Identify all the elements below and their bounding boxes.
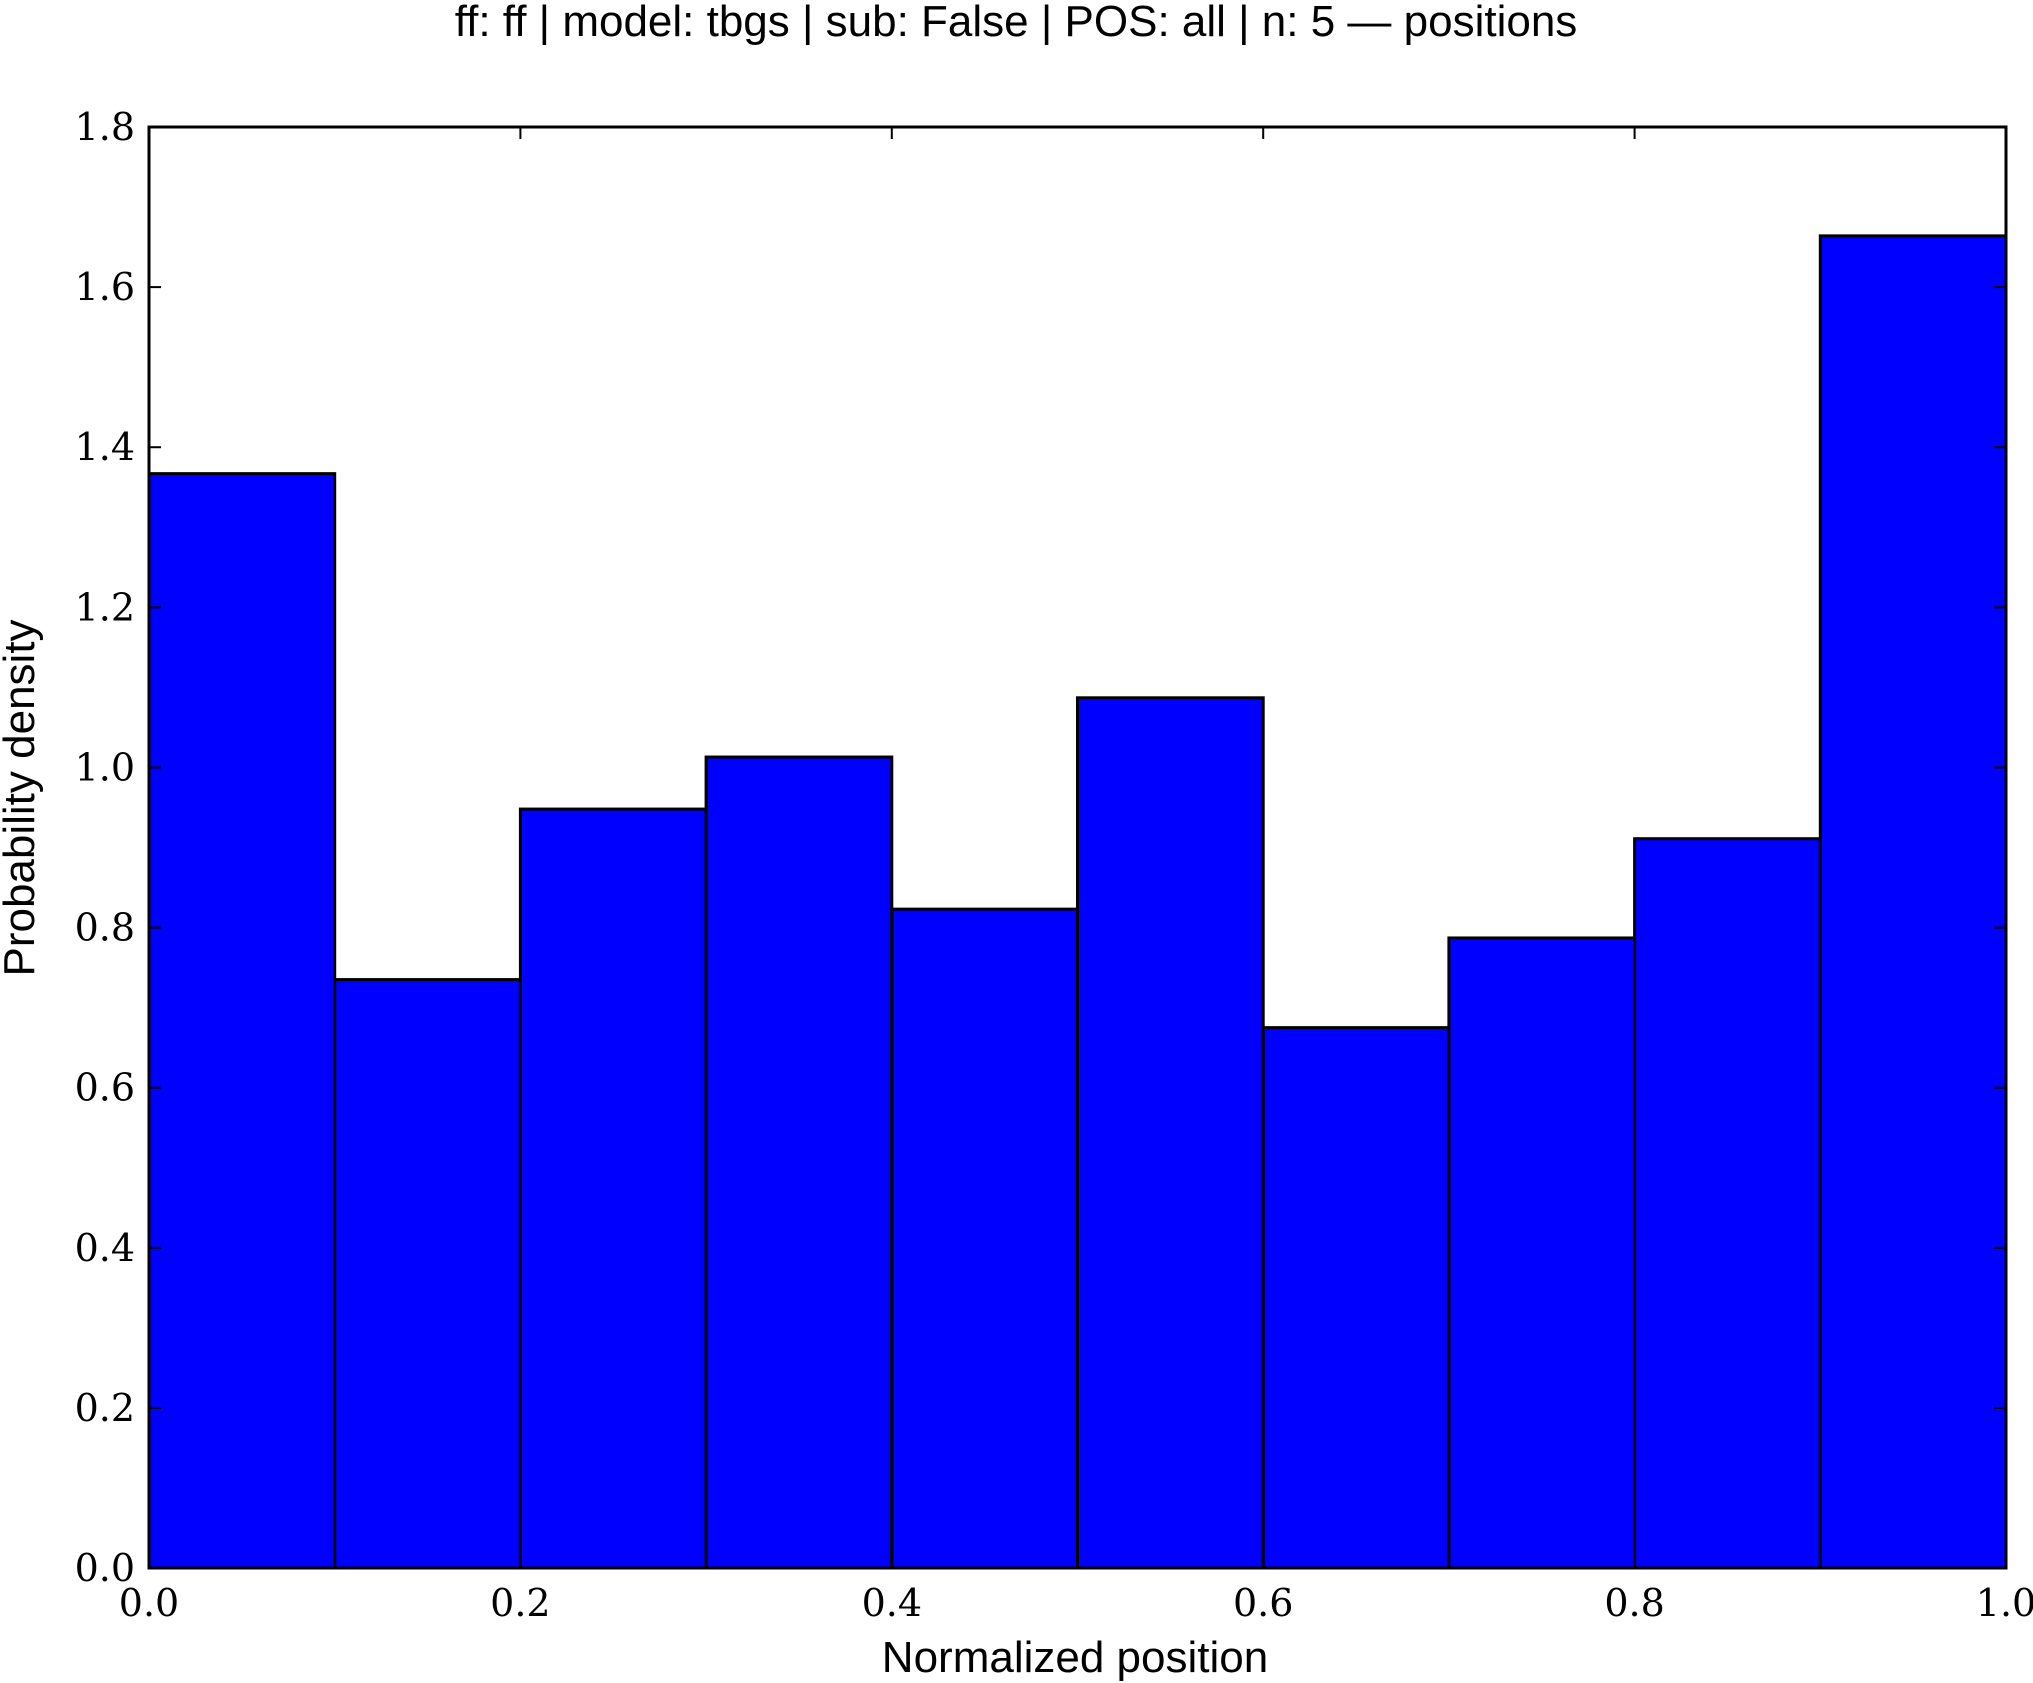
histogram-bar [1447, 936, 1637, 1570]
y-tick-label: 0.0 [75, 1546, 135, 1590]
histogram-bar [1633, 837, 1822, 1570]
x-axis-label: Normalized position [882, 1633, 1268, 1682]
histogram-bar [333, 978, 522, 1570]
histogram-bar [1261, 1026, 1451, 1570]
y-tick-labels: 0.0 0.2 0.4 0.6 0.8 1.0 1.2 1.4 1.6 1.8 [75, 105, 135, 1590]
plot-frame [147, 125, 2008, 1570]
chart-title: ff: ff | model: tbgs | sub: False | POS:… [455, 0, 1578, 46]
histogram-bar [1818, 234, 2008, 1570]
y-tick-label: 1.4 [75, 425, 135, 469]
y-tick-label: 1.0 [75, 745, 135, 789]
histogram-bar [147, 472, 337, 1570]
y-tick-label: 1.8 [75, 105, 135, 149]
bars-group [147, 234, 2008, 1570]
y-tick-label: 0.8 [75, 906, 135, 950]
histogram-bar [890, 907, 1079, 1570]
x-tick-label: 1.0 [1976, 1581, 2033, 1625]
x-tick-label: 0.8 [1604, 1581, 1664, 1625]
y-tick-label: 1.2 [75, 585, 135, 629]
histogram-bar [518, 807, 708, 1570]
x-tick-label: 0.0 [119, 1581, 179, 1625]
histogram-bar [1076, 696, 1265, 1570]
x-tick-labels: 0.0 0.2 0.4 0.6 0.8 1.0 [119, 1581, 2033, 1625]
x-tick-label: 0.2 [490, 1581, 550, 1625]
y-tick-label: 0.4 [75, 1226, 135, 1270]
histogram-bar [704, 755, 894, 1570]
y-tick-label: 0.6 [75, 1066, 135, 1110]
y-tick-label: 1.6 [75, 265, 135, 309]
x-tick-label: 0.4 [862, 1581, 922, 1625]
y-axis-label: Probability density [0, 619, 44, 976]
x-tick-label: 0.6 [1233, 1581, 1293, 1625]
y-tick-label: 0.2 [75, 1386, 135, 1430]
